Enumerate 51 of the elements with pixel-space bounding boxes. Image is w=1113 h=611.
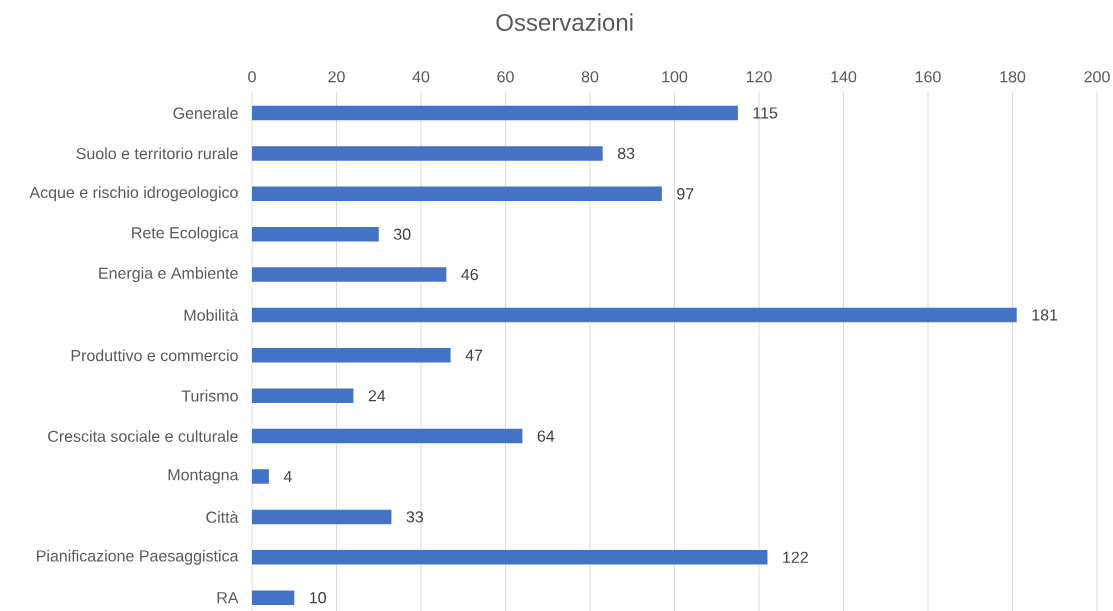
- bar: [252, 307, 1017, 323]
- y-tick-label: Pianificazione Paesaggistica: [37, 549, 239, 565]
- bar: [252, 226, 379, 242]
- data-label: 24: [368, 390, 386, 402]
- x-tick-label: 100: [662, 71, 688, 83]
- bar: [252, 105, 738, 121]
- x-tick-label: 20: [328, 71, 345, 83]
- y-tick-label: Mobilità: [184, 308, 239, 321]
- bar: [252, 590, 295, 605]
- x-tick-label: 160: [915, 71, 941, 83]
- data-label: 10: [309, 592, 326, 604]
- y-tick-label: Generale: [173, 107, 238, 119]
- data-label: 30: [393, 228, 411, 240]
- y-tick-label: Produttivo e commercio: [71, 349, 238, 362]
- data-label: 46: [461, 268, 478, 281]
- x-tick-label: 40: [412, 71, 430, 83]
- data-label: 4: [283, 471, 292, 483]
- x-tick-label: 0: [248, 71, 256, 83]
- y-tick-label: Turismo: [181, 389, 238, 402]
- chart-title: Osservazioni: [496, 13, 633, 31]
- bar: [252, 550, 768, 565]
- data-label: 115: [753, 107, 778, 119]
- y-tick-label: RA: [217, 592, 239, 604]
- x-tick-label: 80: [581, 71, 599, 83]
- data-label: 64: [537, 430, 555, 442]
- y-tick-label: Montagna: [168, 469, 239, 484]
- y-tick-label: Città: [206, 510, 239, 523]
- bar: [252, 388, 354, 403]
- bar: [252, 348, 451, 363]
- bar: [252, 509, 392, 525]
- x-tick-label: 180: [1000, 71, 1026, 83]
- bar: [252, 186, 662, 202]
- x-tick-label: 200: [1084, 71, 1110, 83]
- data-label: 181: [1032, 309, 1058, 321]
- data-label: 122: [783, 551, 808, 563]
- data-label: 97: [677, 188, 694, 200]
- bar: [252, 428, 523, 444]
- y-tick-label: Acque e rischio idrogeologico: [29, 186, 238, 202]
- y-tick-label: Rete Ecologica: [132, 226, 239, 242]
- data-label: 47: [465, 349, 483, 361]
- bar: [252, 146, 603, 161]
- data-label: 83: [617, 147, 635, 160]
- y-tick-label: Energia e Ambiente: [99, 267, 238, 283]
- x-tick-label: 120: [746, 71, 772, 83]
- y-tick-label: Crescita sociale e culturale: [48, 430, 238, 442]
- bar: [252, 469, 269, 484]
- data-label: 33: [406, 511, 424, 523]
- bar: [252, 267, 447, 282]
- x-tick-label: 140: [831, 71, 857, 83]
- x-tick-label: 60: [497, 71, 514, 83]
- y-tick-label: Suolo e territorio rurale: [76, 147, 238, 160]
